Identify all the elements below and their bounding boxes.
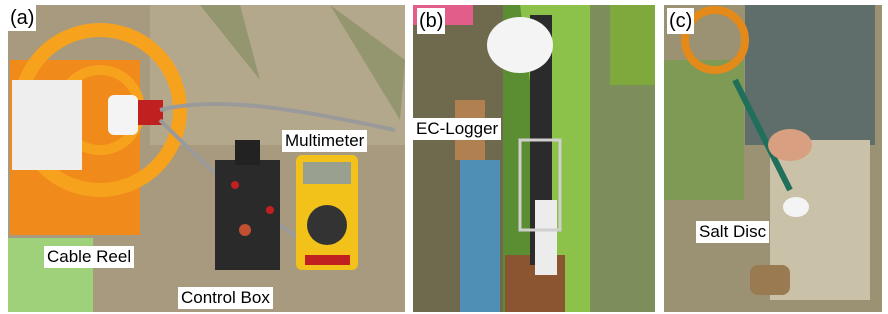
- panel-label: (b): [417, 8, 445, 34]
- panel-label: (c): [667, 8, 694, 34]
- photo-c: [664, 5, 882, 312]
- annotation: Control Box: [178, 287, 273, 309]
- annotation: Multimeter: [282, 130, 367, 152]
- annotation: Cable Reel: [44, 246, 134, 268]
- panel-label: (a): [8, 5, 36, 31]
- photo-b: [413, 5, 655, 312]
- figure: (a) Multimeter Cable Reel Control Box (b…: [0, 0, 888, 314]
- annotation: EC-Logger: [413, 118, 501, 140]
- annotation: Salt Disc: [696, 221, 769, 243]
